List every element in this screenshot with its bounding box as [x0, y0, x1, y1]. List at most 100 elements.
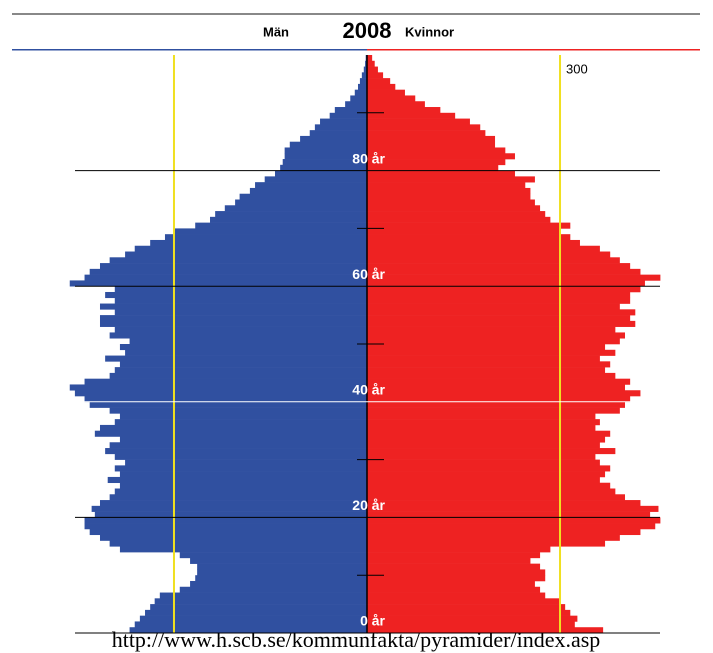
- bar: [109, 332, 367, 339]
- bar: [367, 517, 661, 524]
- bar: [367, 563, 541, 570]
- bar: [109, 540, 367, 547]
- men-rule: [12, 49, 367, 51]
- bar: [345, 101, 367, 108]
- bar: [224, 205, 367, 212]
- bar: [367, 505, 659, 512]
- bar: [367, 170, 515, 177]
- bar: [367, 586, 541, 593]
- bar: [99, 263, 367, 270]
- bar: [99, 315, 367, 322]
- bar: [367, 494, 626, 501]
- bar: [367, 228, 561, 235]
- bar: [367, 257, 620, 264]
- bar: [174, 228, 367, 235]
- bar: [367, 182, 526, 189]
- bar: [367, 274, 661, 281]
- bar: [84, 396, 367, 403]
- bar: [367, 621, 575, 628]
- bar: [367, 280, 645, 287]
- bar: [367, 471, 606, 478]
- bar: [367, 234, 571, 241]
- bar: [107, 476, 368, 484]
- bar: [154, 598, 367, 605]
- bar: [367, 448, 616, 455]
- bar: [367, 453, 596, 460]
- bar: [314, 124, 367, 131]
- bar: [255, 182, 367, 189]
- bar: [274, 170, 367, 177]
- bar: [109, 442, 367, 449]
- bar: [367, 488, 616, 495]
- chart-title: 2008: [343, 18, 392, 43]
- bar: [84, 378, 367, 385]
- bar: [367, 384, 626, 391]
- bar: [150, 239, 367, 247]
- bar: [119, 482, 367, 489]
- bar: [367, 124, 481, 131]
- bar: [367, 482, 611, 489]
- bar: [367, 401, 626, 408]
- bar: [114, 309, 367, 316]
- bar: [367, 598, 561, 605]
- bar: [179, 586, 367, 593]
- bar: [367, 245, 600, 252]
- bar: [280, 164, 367, 171]
- bar: [367, 546, 551, 553]
- bar: [367, 476, 600, 484]
- bar: [367, 436, 606, 443]
- bar: [367, 540, 606, 547]
- bar: [354, 89, 367, 96]
- bar: [119, 546, 367, 553]
- bar: [367, 372, 616, 379]
- bar: [215, 211, 367, 218]
- bar: [109, 257, 367, 264]
- bar: [367, 627, 604, 634]
- bar: [367, 309, 636, 316]
- bar: [134, 245, 367, 252]
- bar: [89, 528, 367, 536]
- bar: [91, 505, 368, 512]
- bar: [99, 534, 367, 541]
- bar: [367, 528, 641, 536]
- bar: [69, 280, 367, 287]
- bar: [119, 471, 367, 478]
- bar: [69, 384, 367, 391]
- bar: [109, 494, 367, 501]
- bar: [367, 95, 416, 102]
- bar: [84, 523, 367, 530]
- reference-label: 300: [566, 61, 588, 76]
- bar: [195, 575, 367, 582]
- bar: [119, 436, 367, 443]
- bar: [84, 274, 367, 281]
- bar: [114, 297, 367, 304]
- bar: [150, 604, 367, 611]
- bar: [179, 552, 367, 559]
- bar: [105, 355, 368, 362]
- age-label: 20 år: [352, 497, 385, 513]
- bar: [99, 424, 367, 431]
- bar: [367, 604, 566, 611]
- bar: [114, 453, 367, 460]
- bar: [284, 147, 367, 154]
- bar: [367, 205, 541, 212]
- bar: [105, 291, 368, 299]
- bar: [367, 523, 656, 530]
- bar: [334, 107, 367, 114]
- bar: [129, 627, 367, 634]
- bar: [367, 141, 496, 148]
- bar: [367, 361, 611, 368]
- bar: [139, 615, 367, 622]
- bar: [367, 147, 506, 154]
- bar: [239, 193, 367, 200]
- bar: [114, 488, 367, 495]
- bar: [367, 609, 571, 616]
- bar: [367, 367, 606, 374]
- age-label: 0 år: [360, 613, 385, 629]
- bar: [74, 390, 368, 397]
- bar: [367, 112, 456, 119]
- bar: [114, 419, 367, 426]
- bar: [367, 442, 600, 449]
- bar: [367, 78, 391, 85]
- bar: [289, 141, 367, 148]
